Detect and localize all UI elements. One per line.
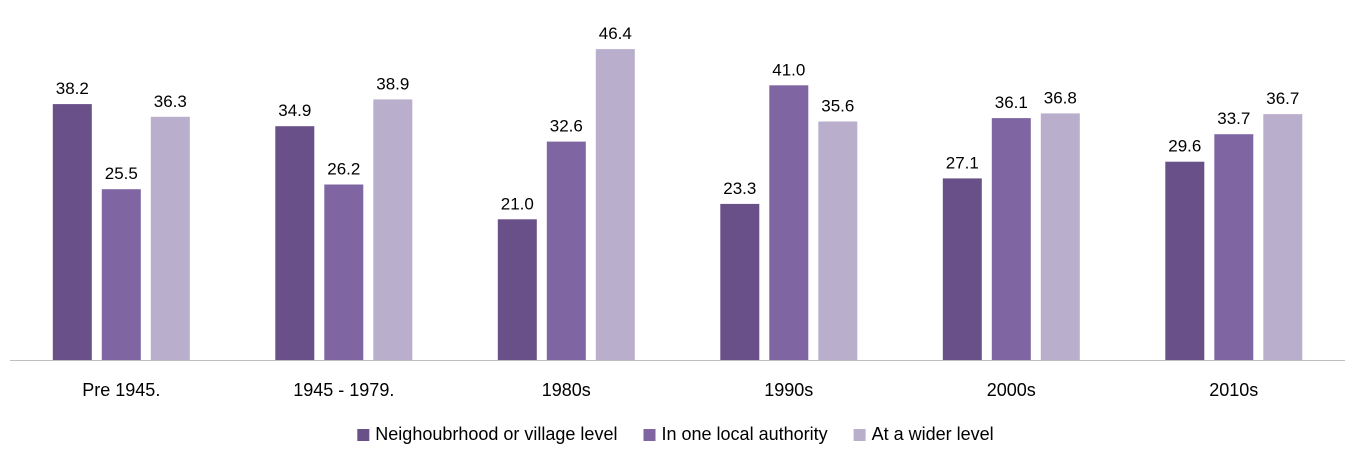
legend-item: Neighoubrhood or village level — [357, 424, 617, 444]
data-label: 36.7 — [1266, 89, 1299, 108]
data-label: 46.4 — [599, 24, 632, 43]
bar — [1040, 113, 1080, 361]
bar — [373, 99, 413, 361]
legend-label: In one local authority — [662, 424, 828, 444]
legend-swatch — [357, 429, 370, 441]
data-label: 23.3 — [723, 179, 756, 198]
data-label: 32.6 — [550, 117, 583, 136]
bar — [546, 141, 586, 360]
bar — [275, 126, 315, 360]
x-tick-label: 2010s — [1209, 380, 1258, 400]
x-tick-label: 1945 - 1979. — [293, 380, 394, 400]
x-tick-label: 1980s — [542, 380, 591, 400]
data-label: 26.2 — [327, 160, 360, 179]
data-label: 34.9 — [278, 101, 311, 120]
bar — [497, 219, 537, 360]
bar — [150, 116, 190, 360]
legend-swatch — [643, 429, 656, 441]
data-label: 29.6 — [1168, 137, 1201, 156]
data-label: 27.1 — [946, 153, 979, 172]
bar — [818, 121, 858, 360]
bar — [1165, 161, 1205, 360]
bar — [324, 184, 364, 360]
data-label: 41.0 — [772, 60, 805, 79]
data-label: 36.8 — [1044, 88, 1077, 107]
bar — [991, 118, 1031, 360]
bar — [52, 104, 92, 360]
legend-label: Neighoubrhood or village level — [375, 424, 617, 444]
bars-layer — [52, 49, 1303, 361]
legend-item: In one local authority — [643, 424, 828, 444]
data-label: 38.2 — [56, 79, 89, 98]
legend-label: At a wider level — [872, 424, 994, 444]
legend-item: At a wider level — [853, 424, 994, 444]
data-label: 36.3 — [154, 92, 187, 111]
category-labels-layer: Pre 1945. 1945 - 1979. 1980s 1990s 2000s 2010… — [82, 380, 1258, 400]
data-label: 36.1 — [995, 93, 1028, 112]
data-label: 38.9 — [376, 74, 409, 93]
bar — [942, 178, 982, 360]
data-label: 21.0 — [501, 194, 534, 213]
bar — [769, 85, 809, 361]
bar — [1214, 134, 1254, 360]
bar — [595, 49, 635, 360]
x-tick-label: Pre 1945. — [82, 380, 160, 400]
value-labels-layer: 38.2 25.5 36.3 34.9 26.2 38.9 21.0 32.6 46.4 23.3… — [56, 24, 1300, 213]
data-label: 25.5 — [105, 164, 138, 183]
legend: Neighoubrhood or village level In one loc… — [357, 424, 994, 444]
data-label: 33.7 — [1217, 109, 1250, 128]
bar — [720, 203, 760, 360]
bar — [1263, 114, 1303, 360]
x-tick-label: 1990s — [764, 380, 813, 400]
x-tick-label: 2000s — [987, 380, 1036, 400]
bar — [101, 189, 141, 360]
legend-swatch — [853, 429, 866, 441]
data-label: 35.6 — [821, 97, 854, 116]
